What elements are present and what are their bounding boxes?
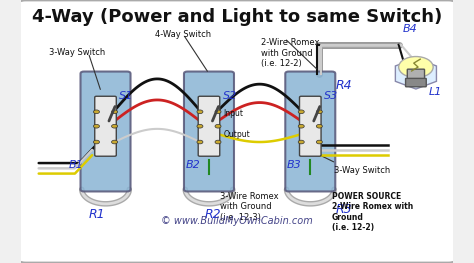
Text: Input: Input [224, 109, 244, 118]
FancyBboxPatch shape [17, 0, 457, 263]
Circle shape [197, 110, 203, 114]
Circle shape [111, 140, 118, 144]
Text: S1: S1 [119, 91, 134, 101]
Text: 3-Way Switch: 3-Way Switch [334, 166, 390, 175]
Circle shape [93, 110, 100, 114]
Text: 4-Way Switch: 4-Way Switch [155, 30, 211, 39]
Circle shape [197, 124, 203, 128]
Text: Output: Output [224, 130, 250, 139]
Text: © www.BuildMyOwnCabin.com: © www.BuildMyOwnCabin.com [161, 216, 313, 226]
Circle shape [111, 110, 118, 114]
Circle shape [399, 57, 433, 78]
Circle shape [215, 110, 221, 114]
Text: B1: B1 [69, 160, 83, 170]
Circle shape [215, 140, 221, 144]
Text: R2: R2 [205, 208, 221, 221]
Text: S3: S3 [324, 91, 338, 101]
FancyBboxPatch shape [184, 72, 234, 191]
Circle shape [316, 140, 322, 144]
Text: 3-Wire Romex
with Ground
(i.e. 12-3): 3-Wire Romex with Ground (i.e. 12-3) [220, 192, 278, 222]
Text: POWER SOURCE
2-Wire Romex with
Ground
(i.e. 12-2): POWER SOURCE 2-Wire Romex with Ground (i… [332, 192, 413, 232]
Circle shape [298, 140, 304, 144]
Text: R1: R1 [88, 208, 105, 221]
Text: B3: B3 [287, 160, 301, 170]
Circle shape [197, 140, 203, 144]
Circle shape [111, 124, 118, 128]
Circle shape [298, 110, 304, 114]
Circle shape [215, 124, 221, 128]
FancyBboxPatch shape [300, 96, 321, 156]
Text: B2: B2 [185, 160, 200, 170]
FancyBboxPatch shape [285, 72, 335, 191]
Text: 4-Way (Power and Light to same Switch): 4-Way (Power and Light to same Switch) [32, 8, 442, 26]
Text: S2: S2 [223, 91, 237, 101]
Text: R4: R4 [336, 79, 353, 92]
Text: 3-Way Switch: 3-Way Switch [49, 48, 106, 57]
Circle shape [93, 124, 100, 128]
Circle shape [93, 140, 100, 144]
FancyBboxPatch shape [406, 78, 426, 87]
FancyBboxPatch shape [95, 96, 116, 156]
FancyBboxPatch shape [198, 96, 220, 156]
Text: L1: L1 [429, 87, 442, 97]
Circle shape [316, 124, 322, 128]
Text: B4: B4 [403, 24, 418, 34]
Text: R3: R3 [336, 203, 353, 216]
Text: 2-Wire Romex
with Ground
(i.e. 12-2): 2-Wire Romex with Ground (i.e. 12-2) [261, 38, 319, 68]
FancyBboxPatch shape [81, 72, 130, 191]
Polygon shape [395, 58, 437, 89]
Circle shape [298, 124, 304, 128]
Circle shape [316, 110, 322, 114]
FancyBboxPatch shape [407, 69, 425, 81]
